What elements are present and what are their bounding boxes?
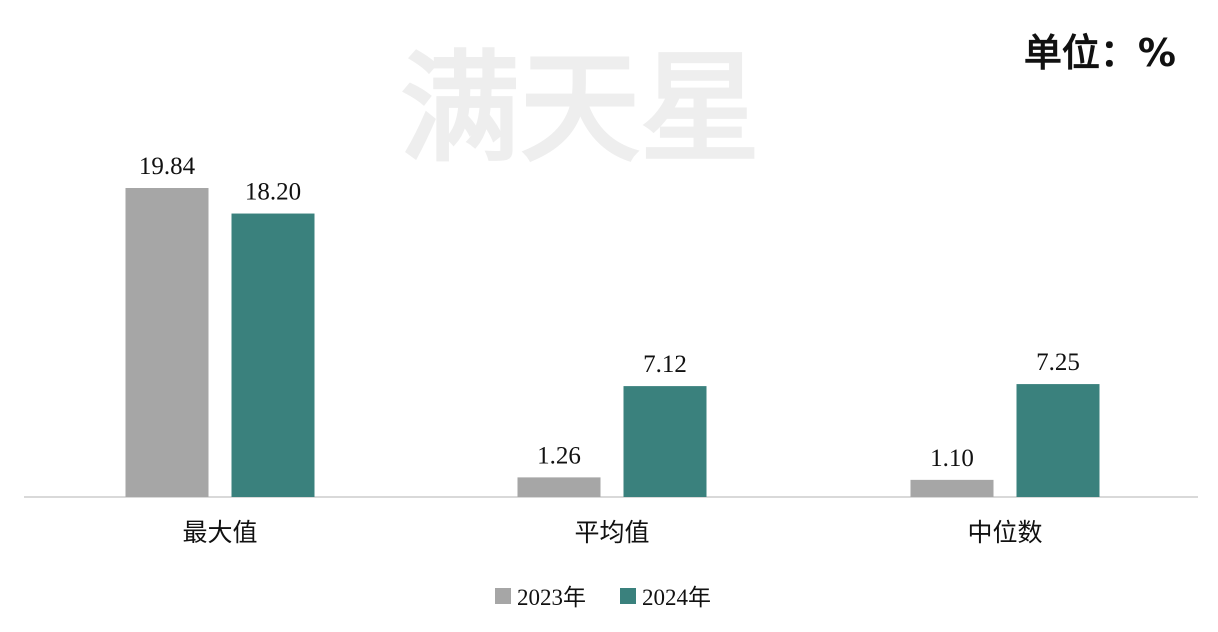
bar-2024年-中位数	[1016, 384, 1100, 497]
x-tick-label: 平均值	[574, 518, 649, 547]
data-label: 1.10	[930, 445, 974, 472]
x-tick-label: 中位数	[967, 518, 1042, 547]
bar-2023年-最大值	[125, 188, 209, 497]
data-label: 7.25	[1036, 349, 1080, 376]
bar-2023年-中位数	[910, 479, 994, 497]
legend-label: 2023年	[517, 585, 586, 610]
bar-2024年-最大值	[231, 213, 315, 497]
unit-label: 单位：%	[1023, 31, 1176, 75]
legend-swatch	[495, 588, 511, 604]
data-label: 19.84	[139, 153, 196, 180]
bar-2023年-平均值	[517, 477, 601, 497]
watermark: 满天星	[400, 40, 760, 179]
data-label: 18.20	[245, 179, 301, 206]
data-label: 1.26	[537, 442, 581, 469]
legend-label: 2024年	[642, 585, 711, 610]
data-label: 7.12	[643, 351, 687, 378]
bar-2024年-平均值	[623, 386, 707, 497]
legend-swatch	[620, 588, 636, 604]
x-tick-label: 最大值	[182, 518, 257, 547]
